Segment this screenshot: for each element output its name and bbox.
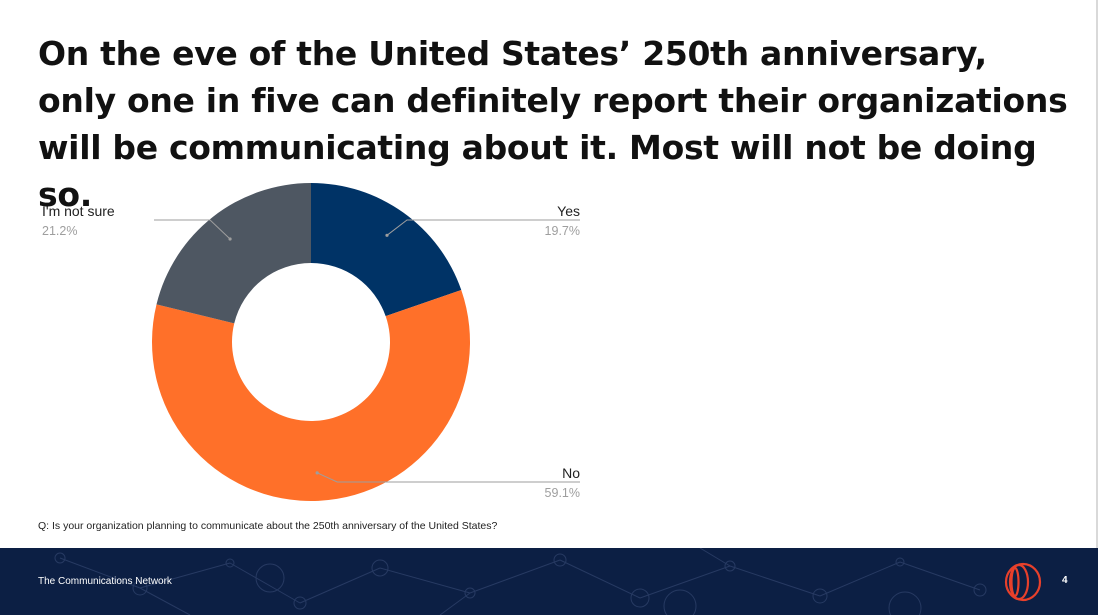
leader-dot-i-m-not-sure: [228, 237, 232, 241]
leader-line-no: [316, 472, 580, 483]
leader-dot-yes: [385, 233, 389, 237]
slice-value-i-m-not-sure: 21.2%: [42, 224, 77, 238]
footer-bar: The Communications Network 4: [0, 548, 1098, 615]
network-pattern: [54, 548, 987, 615]
leader-line-i-m-not-sure: [154, 219, 231, 240]
slice-value-no: 59.1%: [545, 486, 580, 500]
page-number: 4: [1062, 575, 1068, 586]
slice-i-m-not-sure: [156, 183, 311, 324]
footer-brand: The Communications Network: [38, 576, 172, 587]
slice-label-i-m-not-sure: I'm not sure: [42, 203, 115, 219]
slice-label-no: No: [562, 465, 580, 481]
slice-value-yes: 19.7%: [545, 224, 580, 238]
survey-question: Q: Is your organization planning to comm…: [38, 520, 498, 532]
slice-no: [152, 290, 470, 502]
leader-dot-no: [315, 471, 319, 475]
leader-line-yes: [386, 219, 580, 236]
donut-chart: Yes 19.7% No 59.1% I'm not sure 21.2%: [42, 183, 580, 502]
slice-label-yes: Yes: [557, 203, 580, 219]
network-logo-icon: [1004, 562, 1042, 602]
slide-edge: [1096, 0, 1098, 548]
slice-yes: [311, 183, 462, 317]
slide-title: On the eve of the United States’ 250th a…: [38, 34, 1068, 214]
